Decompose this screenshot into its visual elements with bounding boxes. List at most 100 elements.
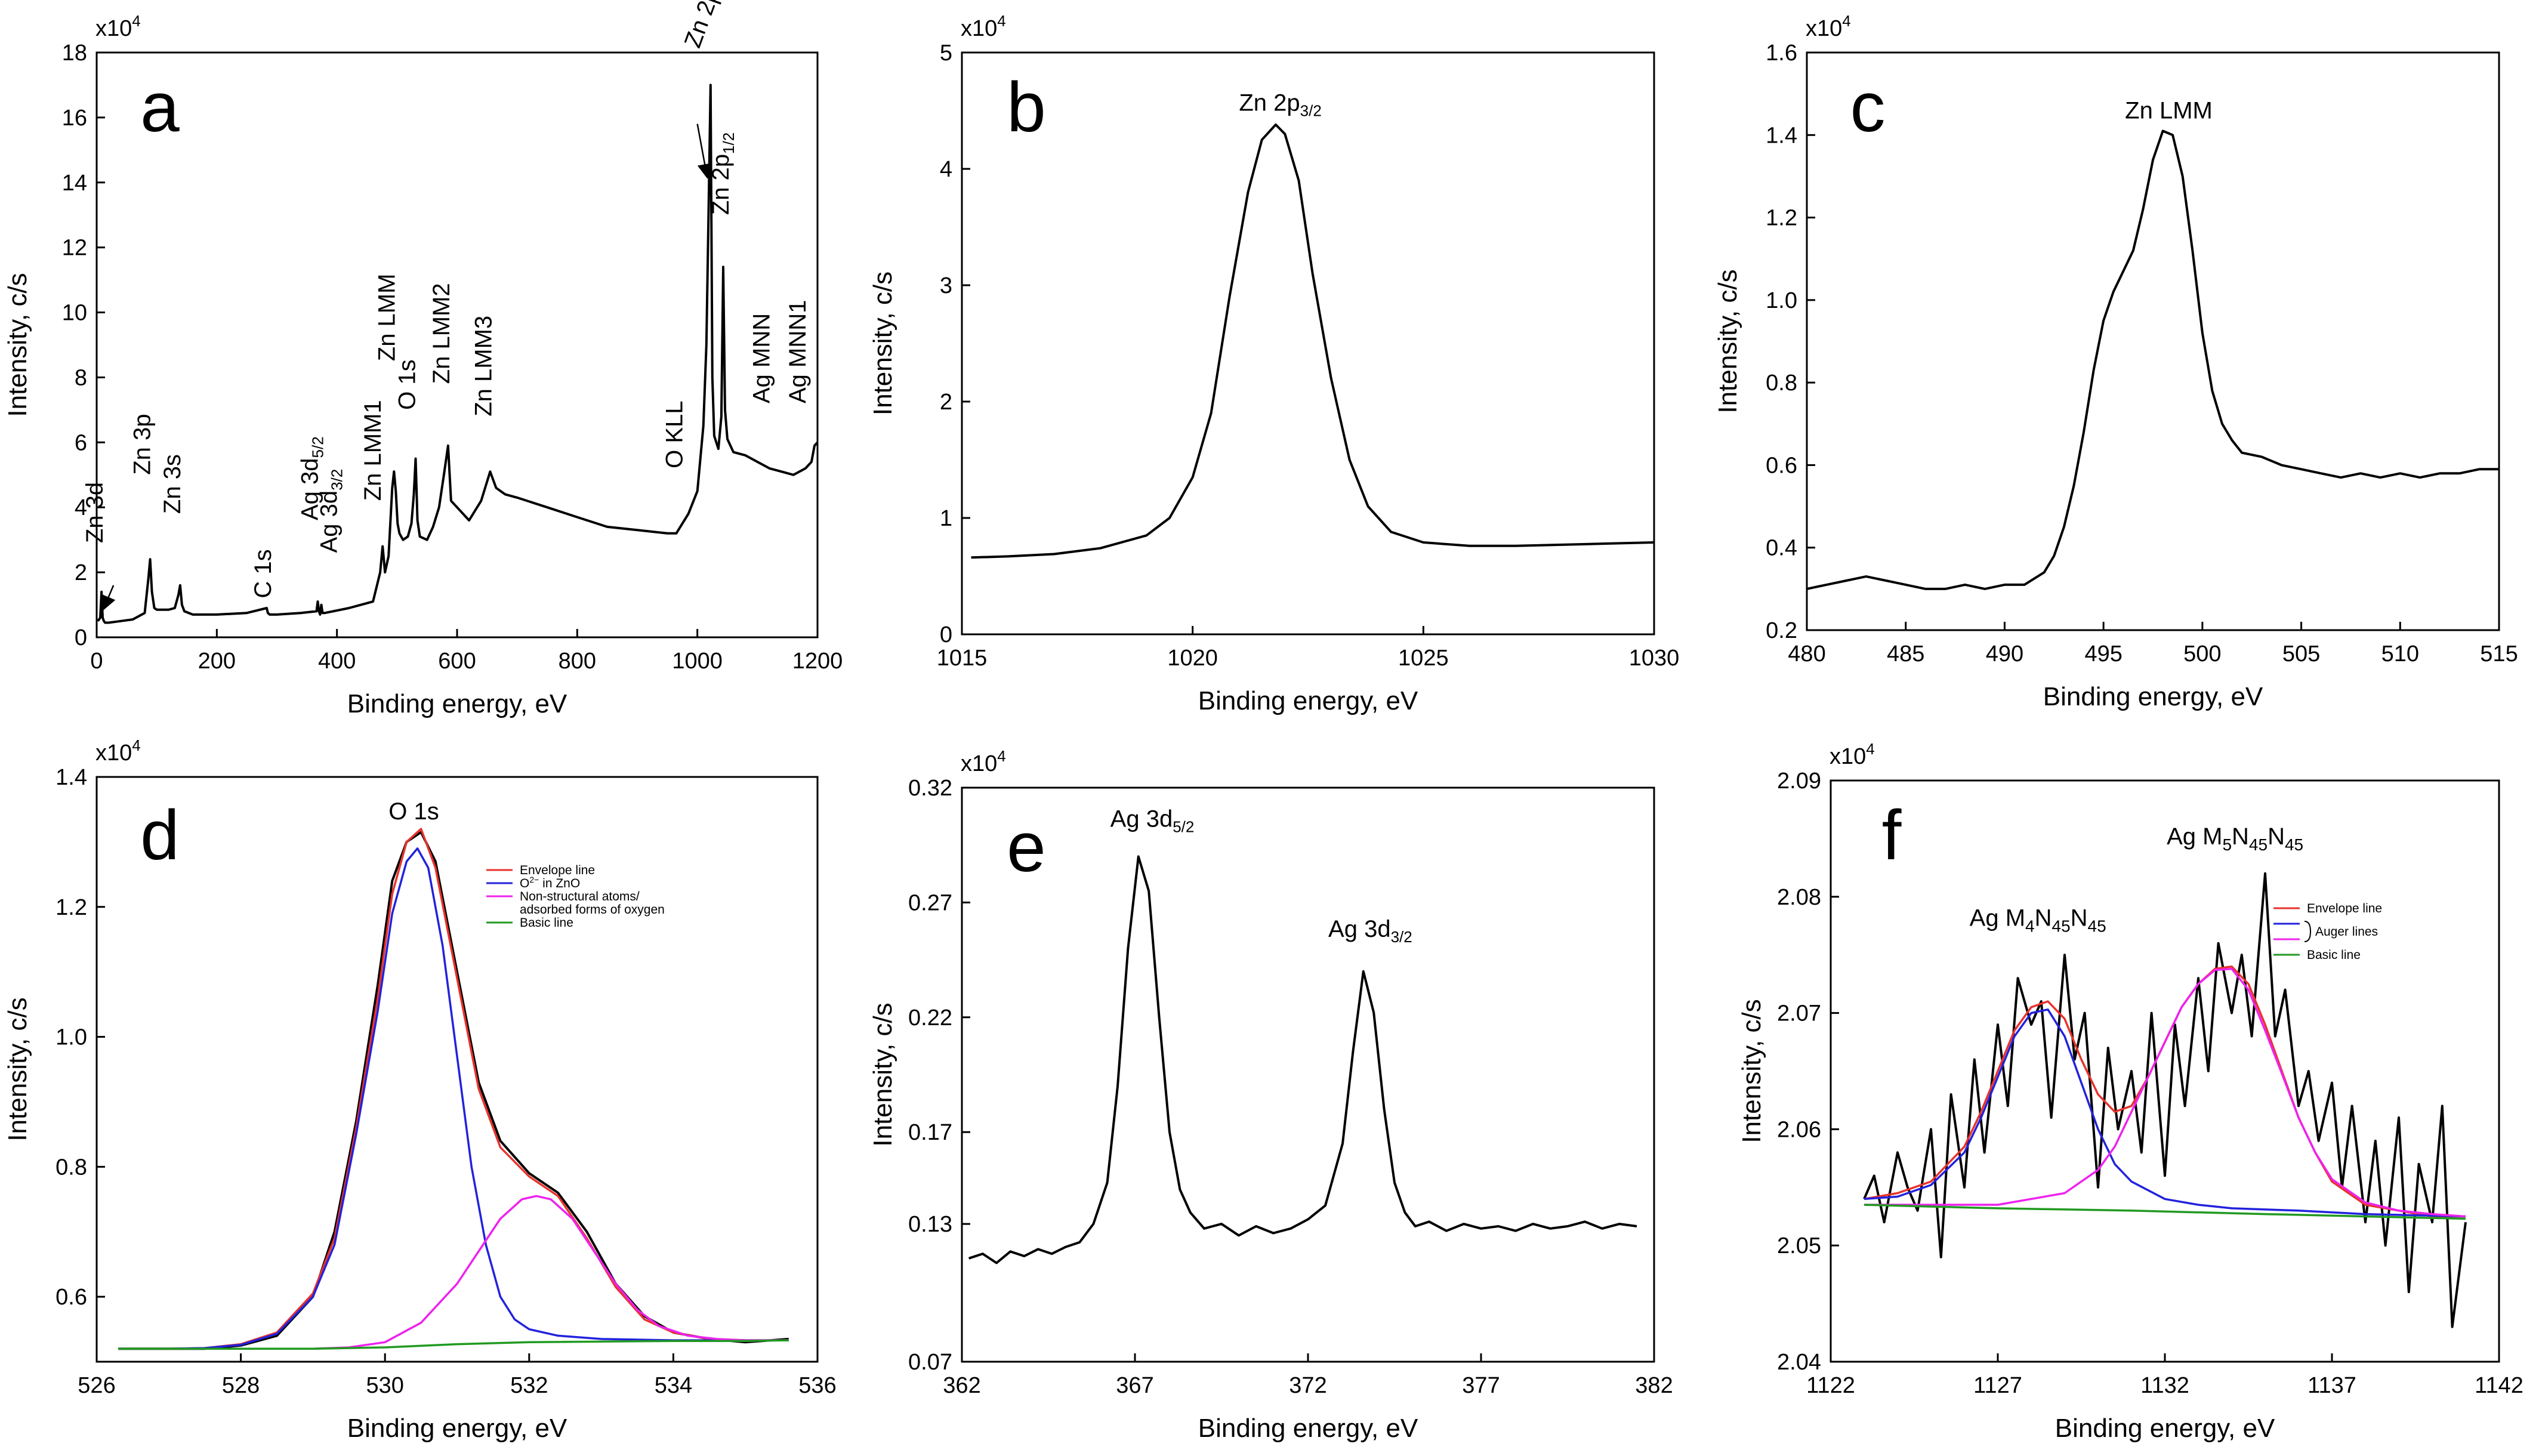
peak-label-b-0: Zn 2p3/2 <box>1239 90 1321 120</box>
x-axis-label-f: Binding energy, eV <box>2055 1414 2275 1443</box>
legend-label-d-2: Non-structural atoms/ <box>520 890 640 903</box>
y-tick-label-f-5: 2.09 <box>1777 769 1821 794</box>
y-tick-label-d-2: 1.0 <box>55 1025 87 1050</box>
x-tick-label-c-1: 485 <box>1887 641 1924 667</box>
series-line-e-0 <box>968 855 1637 1264</box>
y-tick-label-f-3: 2.07 <box>1777 1001 1821 1026</box>
peak-label-e-0: Ag 3d5/2 <box>1110 806 1195 835</box>
x-tick-label-f-4: 1142 <box>2475 1373 2524 1398</box>
y-axis-label-b: Intensity, c/s <box>868 272 897 415</box>
peak-label-c-0: Zn LMM <box>2125 98 2213 124</box>
x-tick-label-a-6: 1200 <box>792 649 843 674</box>
y-tick-label-a-8: 16 <box>62 106 87 131</box>
series-line-d-1 <box>118 828 789 1350</box>
y-tick-label-a-0: 0 <box>75 625 87 650</box>
peak-label-a-5: Ag 3d3/2 <box>316 469 346 553</box>
exponent-label-a: x104 <box>95 12 141 41</box>
y-tick-label-a-6: 12 <box>62 236 87 261</box>
peak-label-a-14: Ag MNN <box>748 313 775 403</box>
arrow-zn3d <box>101 585 116 611</box>
y-tick-label-a-1: 2 <box>75 560 87 585</box>
peak-label-a-12: Zn 2p3/2 <box>680 0 736 53</box>
x-tick-label-c-3: 495 <box>2084 641 2122 667</box>
peak-label-f-0: Ag M4N45N45 <box>1970 905 2106 936</box>
y-tick-label-e-3: 0.22 <box>908 1005 952 1031</box>
series-line-d-3 <box>118 1195 789 1350</box>
plot-frame-f <box>1830 779 2500 1363</box>
y-tick-label-e-2: 0.17 <box>908 1120 952 1145</box>
y-tick-label-b-5: 5 <box>940 41 952 66</box>
legend-label-d-3: adsorbed forms of oxygen <box>520 903 665 917</box>
x-tick-label-d-5: 536 <box>798 1373 836 1398</box>
series-line-d-4 <box>118 1339 789 1350</box>
panel-c: 480 485 490 495 500 505 510 515 0.2 0.4 0.6 0.8 1.0 1… <box>1713 12 2518 711</box>
y-tick-label-c-4: 1.0 <box>1766 288 1797 313</box>
peak-label-a-2: Zn 3s <box>159 454 186 514</box>
x-axis-label-a: Binding energy, eV <box>347 689 567 718</box>
x-axis-label-d: Binding energy, eV <box>347 1414 567 1443</box>
series-line-a-0 <box>97 84 819 624</box>
peak-label-a-3: C 1s <box>250 549 276 598</box>
x-tick-label-a-0: 0 <box>90 649 103 674</box>
y-tick-label-a-3: 6 <box>75 430 87 455</box>
panel-e: 362 367 372 377 382 0.07 0.13 0.17 0.22 0.27 0.32 x… <box>868 747 1673 1443</box>
y-tick-label-e-4: 0.27 <box>908 890 952 915</box>
exponent-label-c: x104 <box>1806 12 1851 41</box>
x-tick-label-f-2: 1132 <box>2140 1373 2189 1398</box>
series-line-f-1 <box>1864 965 2466 1218</box>
y-tick-label-c-5: 1.2 <box>1766 206 1797 231</box>
y-tick-label-b-0: 0 <box>940 622 952 647</box>
y-axis-label-c: Intensity, c/s <box>1713 269 1742 413</box>
panel-letter-e: e <box>1007 808 1046 887</box>
x-tick-label-e-0: 362 <box>943 1373 980 1398</box>
x-tick-label-a-2: 400 <box>318 649 356 674</box>
y-tick-label-d-3: 1.2 <box>55 895 87 920</box>
y-tick-label-b-3: 3 <box>940 273 952 298</box>
y-tick-label-f-1: 2.05 <box>1777 1233 1821 1258</box>
peak-label-d-0: O 1s <box>388 798 439 825</box>
legend-label-d-1: O2− in ZnO <box>520 875 580 890</box>
y-tick-label-c-3: 0.8 <box>1766 371 1797 396</box>
series-line-f-2 <box>1864 1008 2466 1218</box>
x-tick-label-c-5: 505 <box>2282 641 2320 667</box>
peak-label-a-7: Zn LMM <box>374 274 400 362</box>
panel-letter-d: d <box>140 796 180 875</box>
x-tick-label-c-0: 480 <box>1788 641 1825 667</box>
peak-label-a-13: Zn 2p1/2 <box>708 132 738 215</box>
series-line-f-3 <box>1864 967 2466 1218</box>
x-tick-label-d-2: 530 <box>366 1373 403 1398</box>
plot-frame-b <box>961 51 1655 636</box>
y-axis-label-f: Intensity, c/s <box>1737 999 1766 1143</box>
x-tick-label-e-3: 377 <box>1462 1373 1500 1398</box>
series-line-d-2 <box>118 847 789 1350</box>
y-tick-label-e-5: 0.32 <box>908 776 952 801</box>
y-tick-label-a-9: 18 <box>62 41 87 66</box>
x-tick-label-f-3: 1137 <box>2307 1373 2356 1398</box>
x-tick-label-b-3: 1030 <box>1629 646 1680 671</box>
x-tick-label-d-4: 534 <box>655 1373 692 1398</box>
legend-brace-label-f: Auger lines <box>2315 925 2378 939</box>
x-axis-label-b: Binding energy, eV <box>1198 686 1418 715</box>
legend-label-f-0: Envelope line <box>2307 902 2382 915</box>
y-tick-label-f-4: 2.08 <box>1777 885 1821 910</box>
x-tick-label-d-3: 532 <box>510 1373 548 1398</box>
peak-label-f-1: Ag M5N45N45 <box>2167 823 2303 854</box>
y-axis-label-a: Intensity, c/s <box>3 273 32 417</box>
plot-frame-c <box>1806 51 2500 631</box>
y-tick-label-e-0: 0.07 <box>908 1350 952 1375</box>
exponent-label-f: x104 <box>1830 740 1875 769</box>
legend-label-d-0: Envelope line <box>520 863 595 877</box>
peak-label-a-1: Zn 3p <box>129 414 156 474</box>
x-tick-label-c-4: 500 <box>2183 641 2221 667</box>
series-line-c-0 <box>1806 129 2499 590</box>
y-tick-label-a-7: 14 <box>62 171 87 196</box>
y-tick-label-c-7: 1.6 <box>1766 41 1797 66</box>
y-tick-label-b-1: 1 <box>940 506 952 531</box>
peak-label-a-0: Zn 3d <box>82 482 108 543</box>
y-tick-label-a-4: 8 <box>75 365 87 390</box>
x-tick-label-e-4: 382 <box>1635 1373 1673 1398</box>
series-line-b-0 <box>971 123 1655 559</box>
x-tick-label-b-0: 1015 <box>937 646 988 671</box>
x-tick-label-a-1: 200 <box>198 649 236 674</box>
peak-label-a-11: O KLL <box>662 400 688 468</box>
